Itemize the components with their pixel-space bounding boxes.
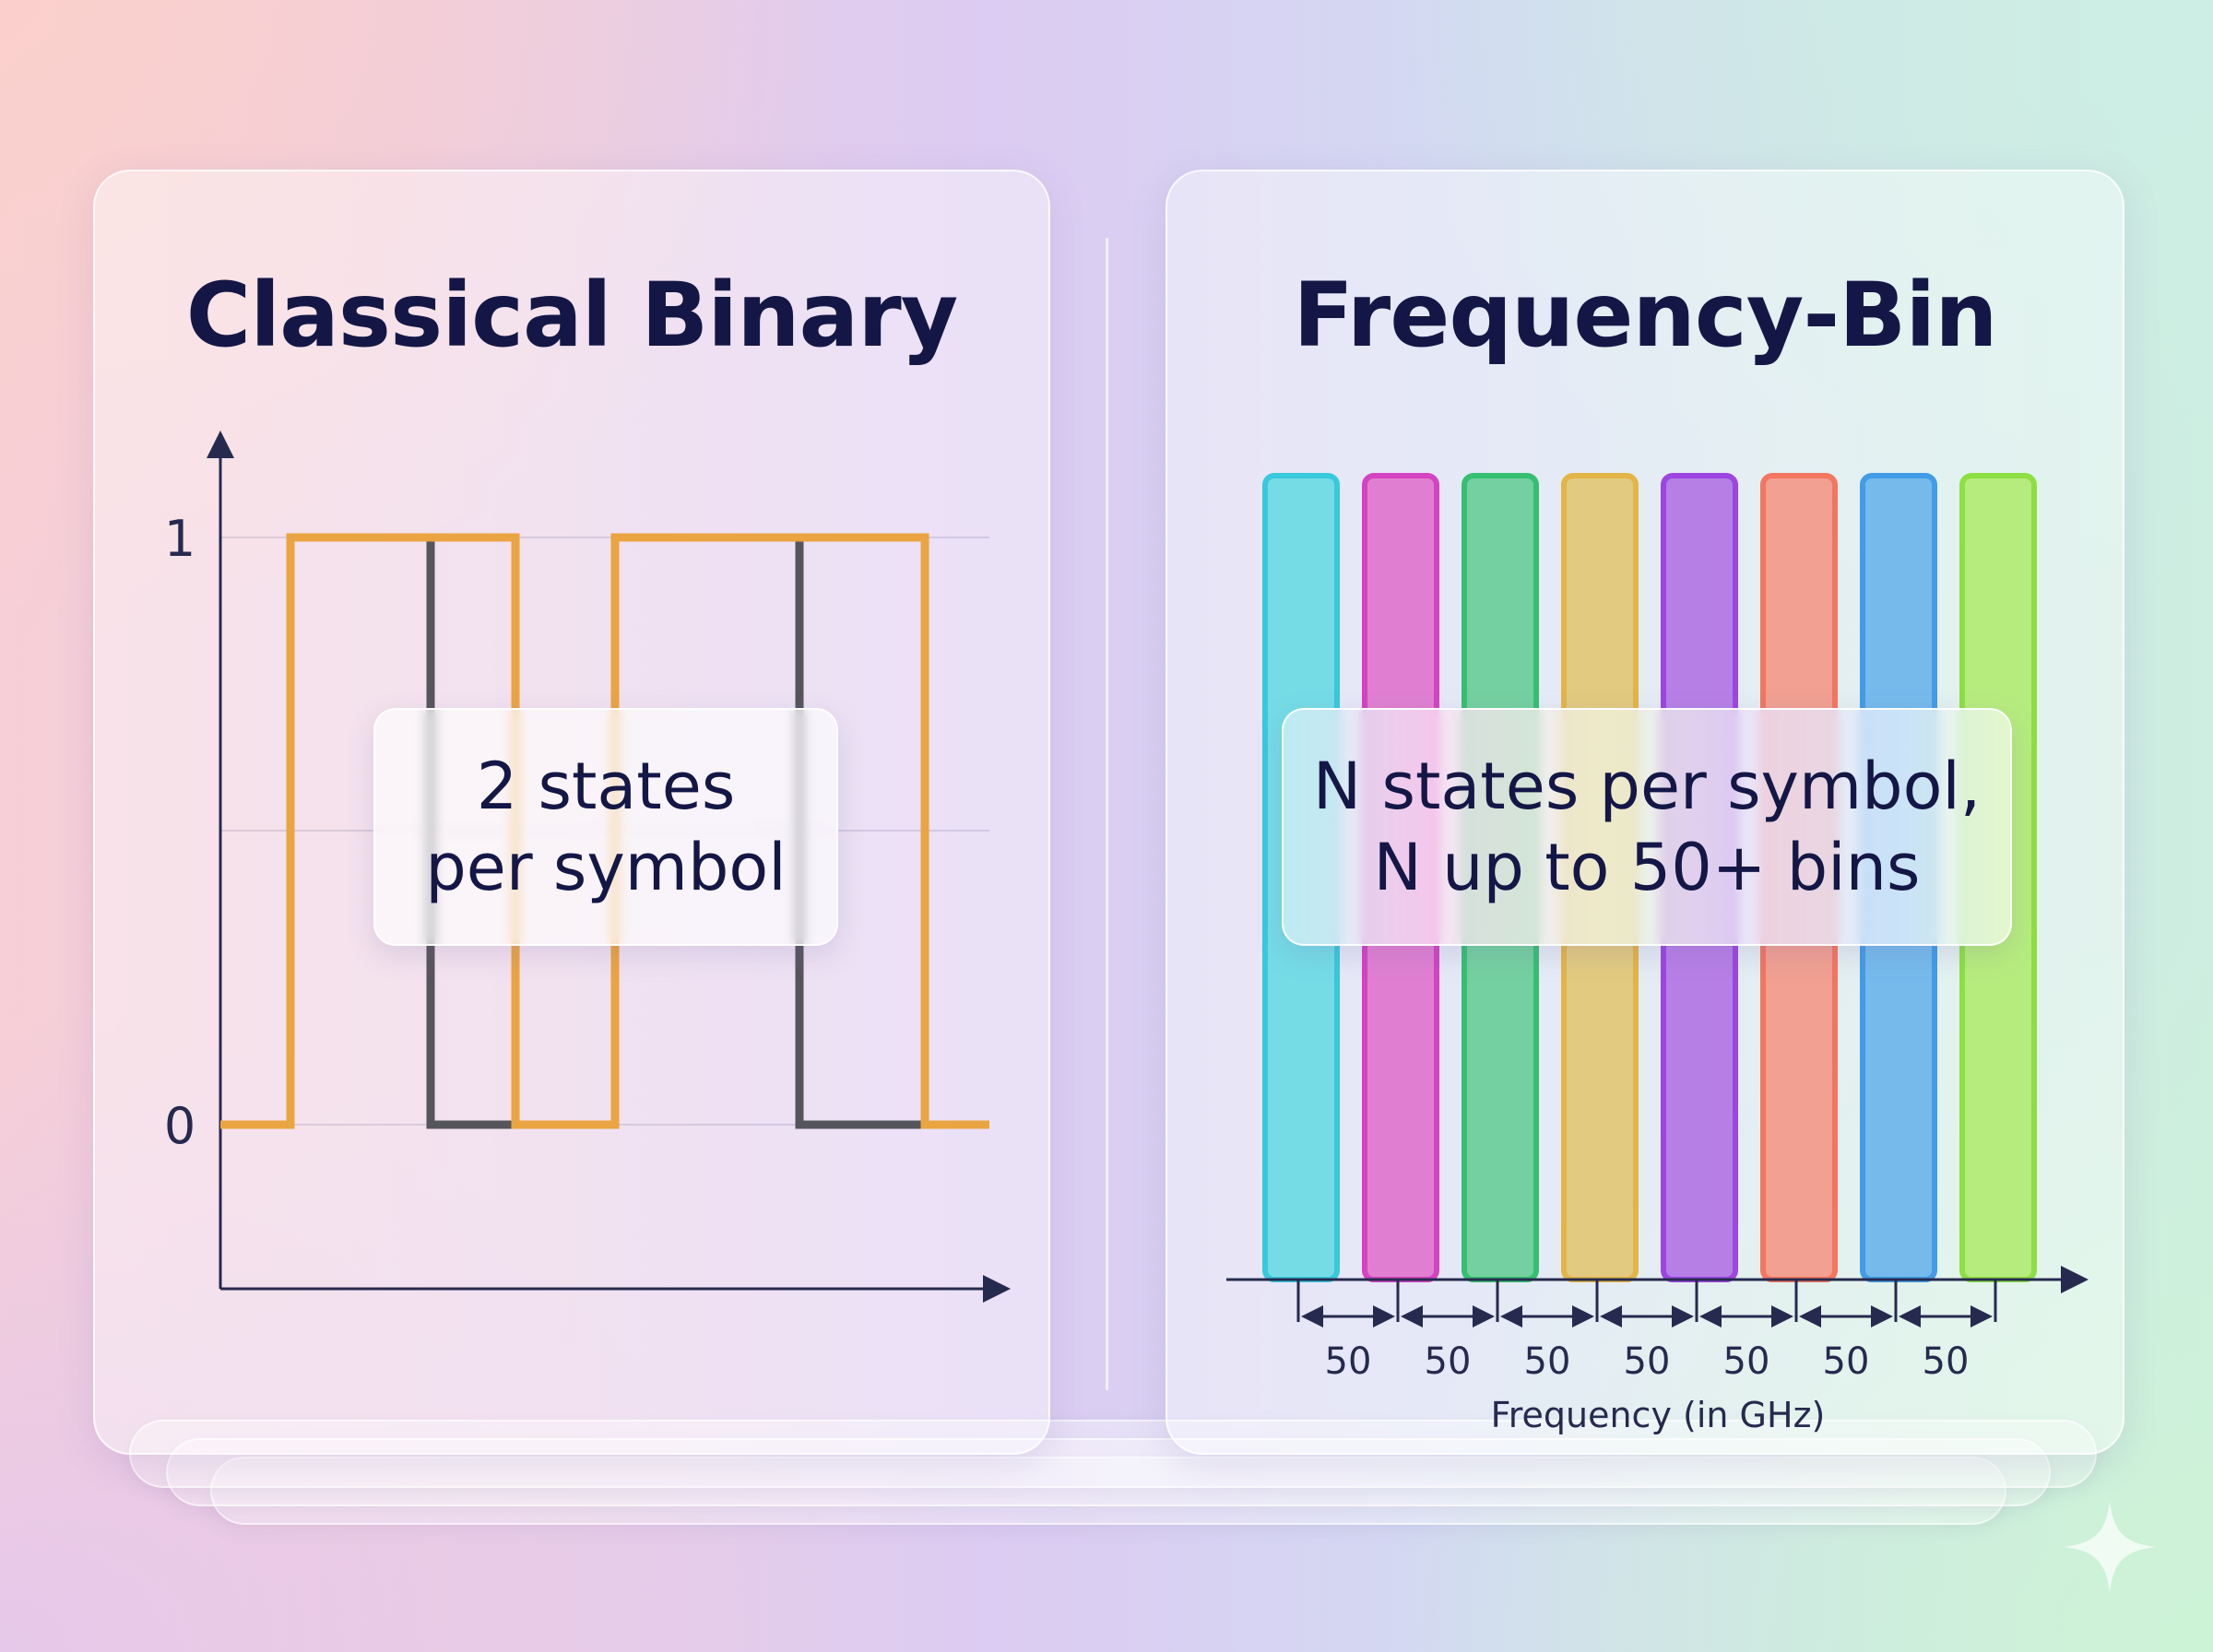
frequency-states-callout: N states per symbol, N up to 50+ bins: [1282, 708, 2012, 946]
spacing-label: 50: [1425, 1340, 1472, 1383]
binary-states-callout: 2 states per symbol: [373, 708, 838, 946]
spacing-label: 50: [1325, 1340, 1372, 1383]
spacing-label: 50: [1923, 1340, 1970, 1383]
frequency-bin-card: Frequency-Bin 50 50 50 50 50 50 50 Frequency (i…: [1166, 170, 2124, 1455]
spacing-label: 50: [1624, 1340, 1671, 1383]
card-stack-layer: [166, 1438, 2051, 1506]
spacing-label: 50: [1723, 1340, 1770, 1383]
classical-binary-title: Classical Binary: [185, 264, 958, 367]
callout-line: N states per symbol,: [1312, 749, 1982, 824]
spacing-label: 50: [1823, 1340, 1870, 1383]
y-tick-label: 0: [164, 1097, 195, 1155]
x-axis-label: Frequency (in GHz): [1491, 1395, 1826, 1435]
sparkle-icon: [2064, 1501, 2156, 1593]
binary-series-line: [220, 533, 989, 1129]
card-stack-layer: [210, 1457, 2006, 1525]
spacing-label: 50: [1524, 1340, 1571, 1383]
y-tick-label: 1: [164, 510, 195, 568]
frequency-bin-title: Frequency-Bin: [1293, 264, 1997, 367]
callout-line: 2 states: [476, 749, 736, 824]
panel-divider: [1106, 238, 1108, 1390]
callout-line: per symbol: [425, 830, 787, 905]
callout-line: N up to 50+ bins: [1373, 830, 1921, 905]
classical-binary-card: Classical Binary 1 0 2 states per symbol: [93, 170, 1050, 1455]
